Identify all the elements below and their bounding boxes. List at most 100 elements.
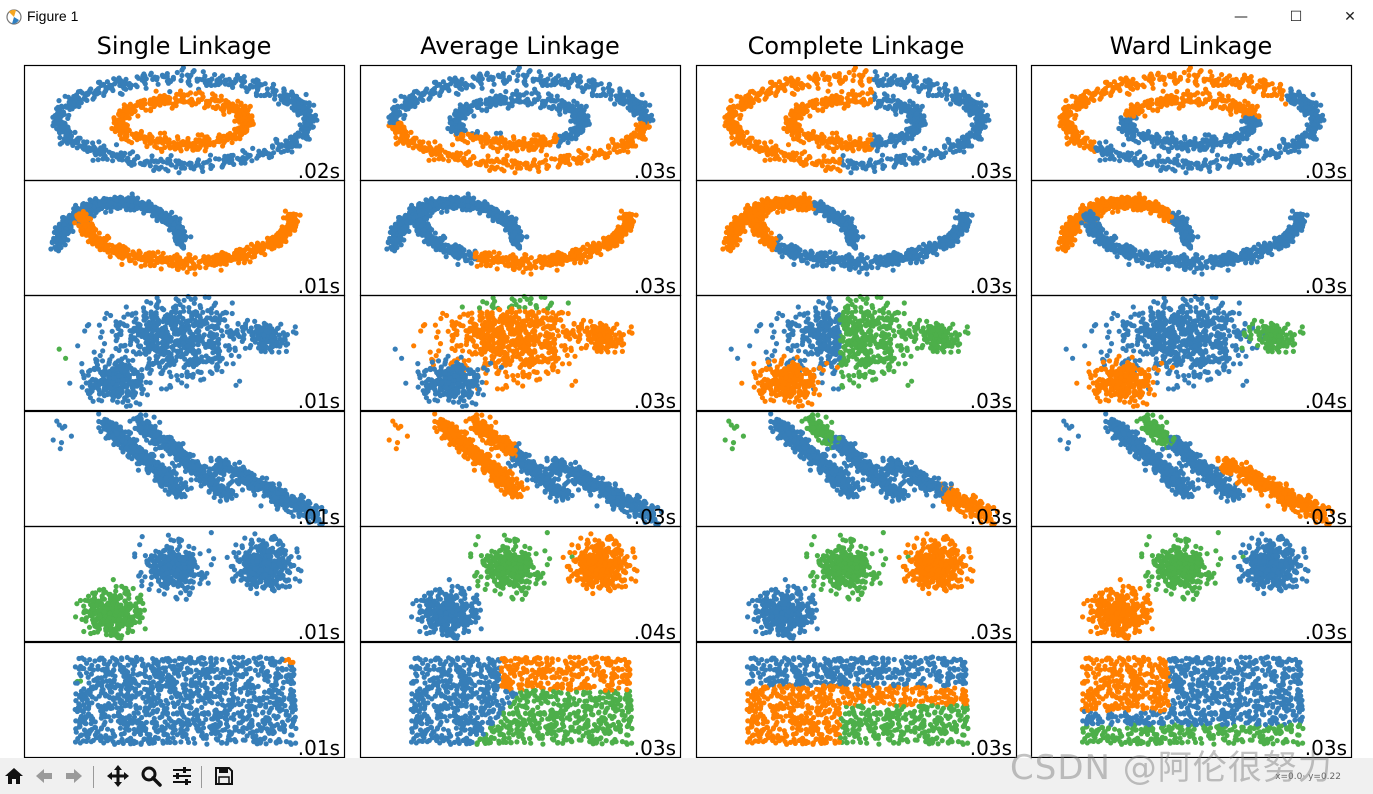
scatter-point bbox=[1247, 148, 1252, 153]
scatter-point bbox=[1231, 104, 1236, 109]
scatter-point bbox=[1234, 109, 1239, 114]
scatter-point bbox=[798, 159, 803, 164]
scatter-point bbox=[983, 103, 988, 108]
scatter-point bbox=[219, 97, 224, 102]
scatter-point bbox=[256, 153, 261, 158]
scatter-point bbox=[274, 137, 279, 142]
scatter-point bbox=[762, 158, 767, 163]
scatter-point bbox=[847, 134, 852, 139]
scatter-point bbox=[96, 139, 101, 144]
scatter-point bbox=[903, 162, 908, 167]
scatter-point bbox=[1133, 159, 1138, 164]
scatter-point bbox=[576, 148, 581, 153]
scatter-point bbox=[200, 77, 205, 82]
close-button[interactable]: ✕ bbox=[1327, 0, 1373, 34]
scatter-point bbox=[831, 140, 836, 145]
scatter-point bbox=[822, 77, 827, 82]
scatter-point bbox=[742, 143, 747, 148]
column-title: Complete Linkage bbox=[748, 34, 965, 60]
scatter-point bbox=[120, 80, 125, 85]
scatter-point bbox=[538, 139, 543, 144]
scatter-point bbox=[1135, 85, 1140, 90]
scatter-point bbox=[1097, 158, 1102, 163]
scatter-point bbox=[606, 144, 611, 149]
minimize-button[interactable]: — bbox=[1218, 0, 1264, 34]
scatter-point bbox=[874, 105, 879, 110]
scatter-point bbox=[464, 85, 469, 90]
scatter-point bbox=[885, 156, 890, 161]
scatter-point bbox=[79, 144, 84, 149]
scatter-point bbox=[1170, 167, 1175, 172]
scatter-point bbox=[265, 86, 270, 91]
scatter-point bbox=[1169, 74, 1174, 79]
scatter-point bbox=[488, 99, 493, 104]
scatter-point bbox=[181, 92, 186, 97]
scatter-point bbox=[484, 72, 489, 77]
scatter-point bbox=[851, 166, 856, 171]
figure-canvas[interactable]: Single Linkage Average Linkage Complete Li… bbox=[0, 34, 1373, 758]
scatter-point bbox=[1286, 150, 1291, 155]
scatter-point bbox=[401, 116, 406, 121]
scatter-point bbox=[1161, 145, 1166, 150]
scatter-point bbox=[133, 83, 138, 88]
scatter-point bbox=[126, 139, 131, 144]
scatter-point bbox=[796, 114, 801, 119]
scatter-point bbox=[1238, 162, 1243, 167]
scatter-point bbox=[864, 68, 869, 73]
scatter-point bbox=[420, 98, 425, 103]
scatter-point bbox=[872, 77, 877, 82]
maximize-button[interactable]: ☐ bbox=[1273, 0, 1319, 34]
scatter-point bbox=[916, 156, 921, 161]
scatter-point bbox=[1253, 86, 1258, 91]
scatter-point bbox=[640, 136, 645, 141]
scatter-point bbox=[595, 82, 600, 87]
scatter-point bbox=[1091, 139, 1096, 144]
scatter-point bbox=[114, 142, 119, 147]
scatter-point bbox=[178, 78, 183, 83]
scatter-point bbox=[539, 148, 544, 153]
scatter-point bbox=[1296, 89, 1301, 94]
scatter-point bbox=[1257, 146, 1262, 151]
scatter-point bbox=[905, 77, 910, 82]
scatter-point bbox=[868, 162, 873, 167]
scatter-point bbox=[853, 92, 858, 97]
scatter-point bbox=[829, 98, 834, 103]
scatter-point bbox=[636, 105, 641, 110]
scatter-point bbox=[1208, 69, 1213, 74]
scatter-point bbox=[478, 162, 483, 167]
scatter-point bbox=[1174, 89, 1179, 94]
scatter-point bbox=[792, 92, 797, 97]
scatter-point bbox=[223, 157, 228, 162]
scatter-point bbox=[484, 140, 489, 145]
scatter-point bbox=[879, 82, 884, 87]
scatter-point bbox=[631, 143, 636, 148]
scatter-point bbox=[955, 143, 960, 148]
scatter-point bbox=[768, 139, 773, 144]
scatter-point bbox=[85, 92, 90, 97]
scatter-point bbox=[647, 124, 652, 129]
scatter-point bbox=[1241, 103, 1246, 108]
scatter-point bbox=[772, 156, 777, 161]
scatter-point bbox=[1200, 137, 1205, 142]
scatter-point bbox=[892, 73, 897, 78]
scatter-point bbox=[1219, 72, 1224, 77]
scatter-point bbox=[414, 136, 419, 141]
scatter-point bbox=[1262, 86, 1267, 91]
scatter-point bbox=[242, 79, 247, 84]
scatter-point bbox=[1103, 157, 1108, 162]
scatter-point bbox=[1124, 75, 1129, 80]
scatter-point bbox=[207, 82, 212, 87]
scatter-point bbox=[1213, 99, 1218, 104]
scatter-point bbox=[619, 138, 624, 143]
scatter-point bbox=[453, 119, 458, 124]
scatter-point bbox=[96, 157, 101, 162]
scatter-point bbox=[248, 122, 253, 127]
scatter-point bbox=[499, 167, 504, 172]
scatter-point bbox=[148, 140, 153, 145]
scatter-point bbox=[192, 68, 197, 73]
scatter-point bbox=[280, 93, 285, 98]
scatter-point bbox=[70, 143, 75, 148]
scatter-point bbox=[628, 102, 633, 107]
scatter-point bbox=[555, 97, 560, 102]
scatter-point bbox=[1214, 82, 1219, 87]
